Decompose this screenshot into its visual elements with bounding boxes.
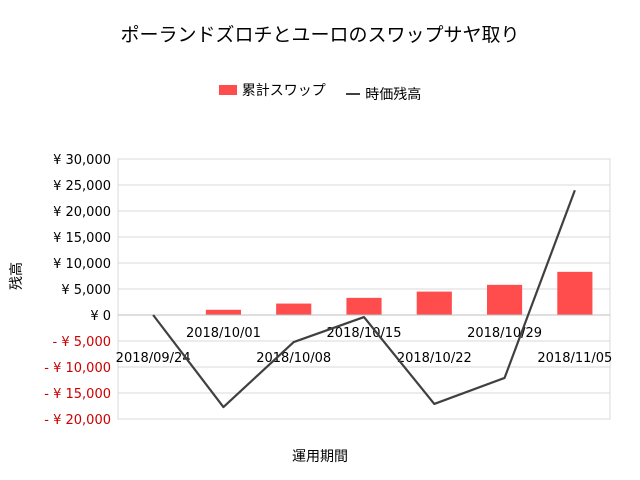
y-tick-label: ¥ 10,000 bbox=[53, 257, 111, 272]
bar bbox=[276, 303, 312, 315]
bar bbox=[346, 297, 382, 315]
x-tick-label: 2018/11/05 bbox=[537, 351, 612, 366]
x-tick-label: 2018/10/08 bbox=[256, 351, 331, 366]
bar bbox=[416, 291, 452, 315]
x-tick-label: 2018/09/24 bbox=[116, 351, 191, 366]
y-tick-label: - ¥ 10,000 bbox=[44, 361, 111, 376]
x-tick-label: 2018/10/15 bbox=[327, 326, 402, 341]
legend-item-line: 時価残高 bbox=[346, 84, 421, 104]
y-tick-label: - ¥ 20,000 bbox=[44, 413, 111, 428]
x-tick-label: 2018/10/01 bbox=[186, 326, 261, 341]
bar bbox=[205, 309, 241, 315]
x-tick-label: 2018/10/29 bbox=[467, 326, 542, 341]
legend-label-line: 時価残高 bbox=[365, 87, 422, 103]
y-tick-label: ¥ 15,000 bbox=[53, 231, 111, 246]
y-tick-label: ¥ 0 bbox=[90, 309, 111, 324]
y-tick-label: - ¥ 15,000 bbox=[44, 387, 111, 402]
legend-item-bar: 累計スワップ bbox=[218, 80, 326, 100]
bar bbox=[487, 284, 523, 315]
legend: 累計スワップ 時価残高 bbox=[0, 80, 640, 104]
chart-title: ポーランドズロチとユーロのスワップサヤ取り bbox=[120, 24, 520, 46]
x-tick-label: 2018/10/22 bbox=[397, 351, 472, 366]
y-axis-title: 残高 bbox=[9, 262, 25, 290]
y-tick-label: ¥ 30,000 bbox=[53, 153, 111, 168]
x-axis-title: 運用期間 bbox=[292, 449, 348, 465]
bar bbox=[557, 271, 593, 315]
y-tick-label: - ¥ 5,000 bbox=[53, 335, 111, 350]
legend-label-bar: 累計スワップ bbox=[241, 83, 326, 99]
y-tick-label: ¥ 25,000 bbox=[53, 179, 111, 194]
y-tick-label: ¥ 5,000 bbox=[61, 283, 111, 298]
y-tick-label: ¥ 20,000 bbox=[53, 205, 111, 220]
legend-line-swatch bbox=[346, 93, 361, 95]
legend-bar-swatch bbox=[218, 85, 237, 95]
